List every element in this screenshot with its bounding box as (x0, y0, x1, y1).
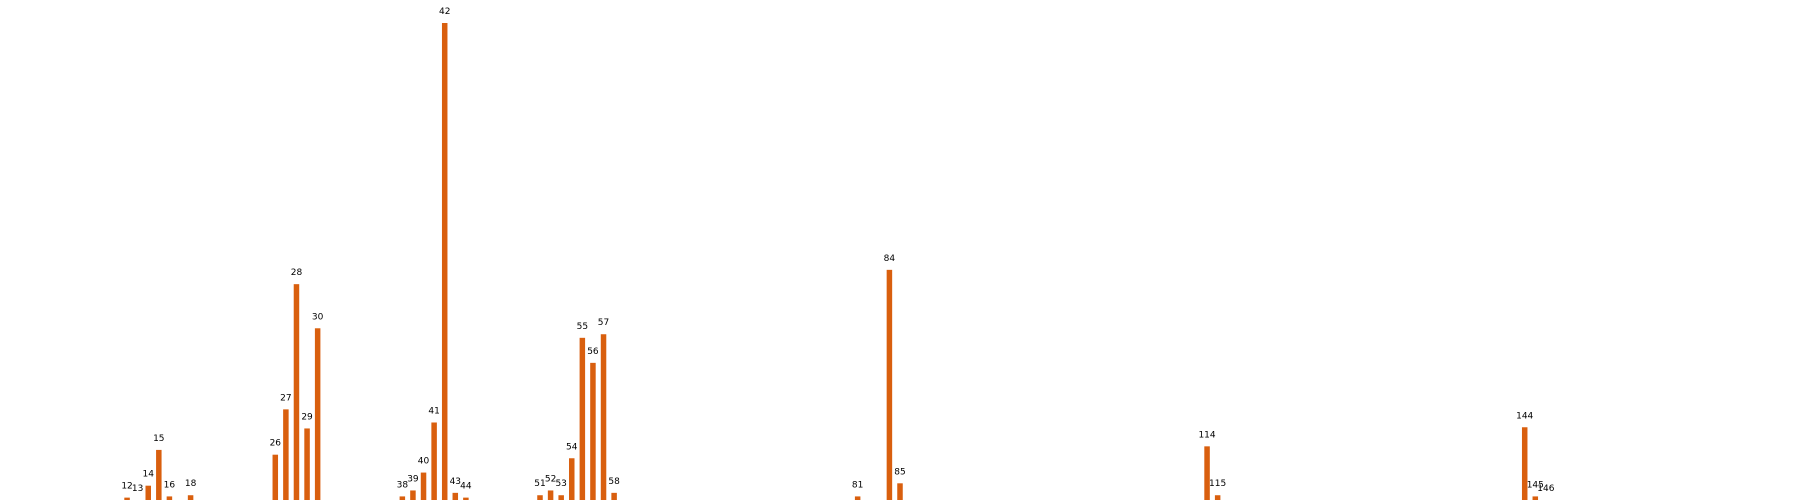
bar-label-145: 145 (1527, 480, 1544, 490)
bar-58 (611, 492, 617, 500)
bar-54 (569, 458, 575, 500)
bar-label-84: 84 (884, 254, 896, 264)
bar-12 (124, 497, 130, 500)
bar-26 (272, 454, 279, 500)
bar-label-51: 51 (534, 479, 545, 489)
bar-label-56: 56 (587, 347, 599, 357)
bar-145 (1532, 496, 1539, 500)
bar-label-52: 52 (545, 474, 556, 484)
bar-16 (166, 496, 173, 500)
bar-144 (1521, 427, 1528, 500)
bar-label-115: 115 (1209, 479, 1226, 489)
bar-label-26: 26 (270, 439, 282, 449)
bar-label-18: 18 (185, 479, 197, 489)
bar-label-42: 42 (439, 7, 450, 17)
bar-39 (410, 490, 416, 500)
bar-44 (463, 497, 469, 500)
bars-layer (124, 23, 1539, 500)
bar-38 (399, 496, 406, 500)
bar-label-55: 55 (577, 322, 588, 332)
bar-label-144: 144 (1516, 411, 1533, 421)
bar-label-39: 39 (407, 474, 419, 484)
bar-114 (1204, 446, 1210, 500)
bar-label-53: 53 (555, 479, 566, 489)
bar-51 (537, 495, 543, 500)
bar-84 (886, 269, 893, 500)
bar-27 (283, 409, 289, 500)
bar-57 (600, 334, 607, 500)
bar-41 (431, 422, 437, 500)
bar-label-12: 12 (121, 482, 132, 492)
bar-label-41: 41 (428, 406, 439, 416)
bar-label-27: 27 (280, 393, 291, 403)
bar-53 (558, 495, 564, 500)
bar-label-43: 43 (450, 477, 461, 487)
bar-label-30: 30 (312, 312, 324, 322)
bar-28 (293, 284, 300, 500)
bar-40 (420, 472, 427, 500)
bar-label-29: 29 (301, 412, 313, 422)
bar-label-54: 54 (566, 442, 578, 452)
bar-label-28: 28 (291, 268, 303, 278)
bar-label-114: 114 (1198, 430, 1215, 440)
bar-label-14: 14 (143, 470, 155, 480)
bar-label-146: 146 (1537, 484, 1554, 494)
bar-14 (145, 485, 151, 500)
bar-label-81: 81 (852, 480, 863, 490)
bar-85 (897, 483, 903, 500)
bar-56 (590, 362, 596, 500)
bar-label-13: 13 (132, 484, 143, 494)
bar-label-85: 85 (894, 467, 905, 477)
bar-18 (187, 495, 194, 500)
bar-label-40: 40 (418, 457, 430, 467)
bar-55 (579, 337, 586, 500)
bar-81 (854, 496, 861, 500)
bar-label-15: 15 (153, 434, 164, 444)
bar-15 (156, 449, 162, 500)
bar-label-38: 38 (397, 480, 409, 490)
bar-43 (452, 492, 459, 500)
bar-label-57: 57 (598, 318, 609, 328)
bar-label-44: 44 (460, 482, 472, 492)
bar-label-16: 16 (164, 480, 176, 490)
bar-42 (441, 23, 448, 500)
bar-29 (304, 428, 310, 500)
bar-label-58: 58 (608, 477, 620, 487)
bar-30 (314, 328, 321, 500)
bar-115 (1214, 495, 1221, 500)
bar-52 (547, 490, 554, 500)
